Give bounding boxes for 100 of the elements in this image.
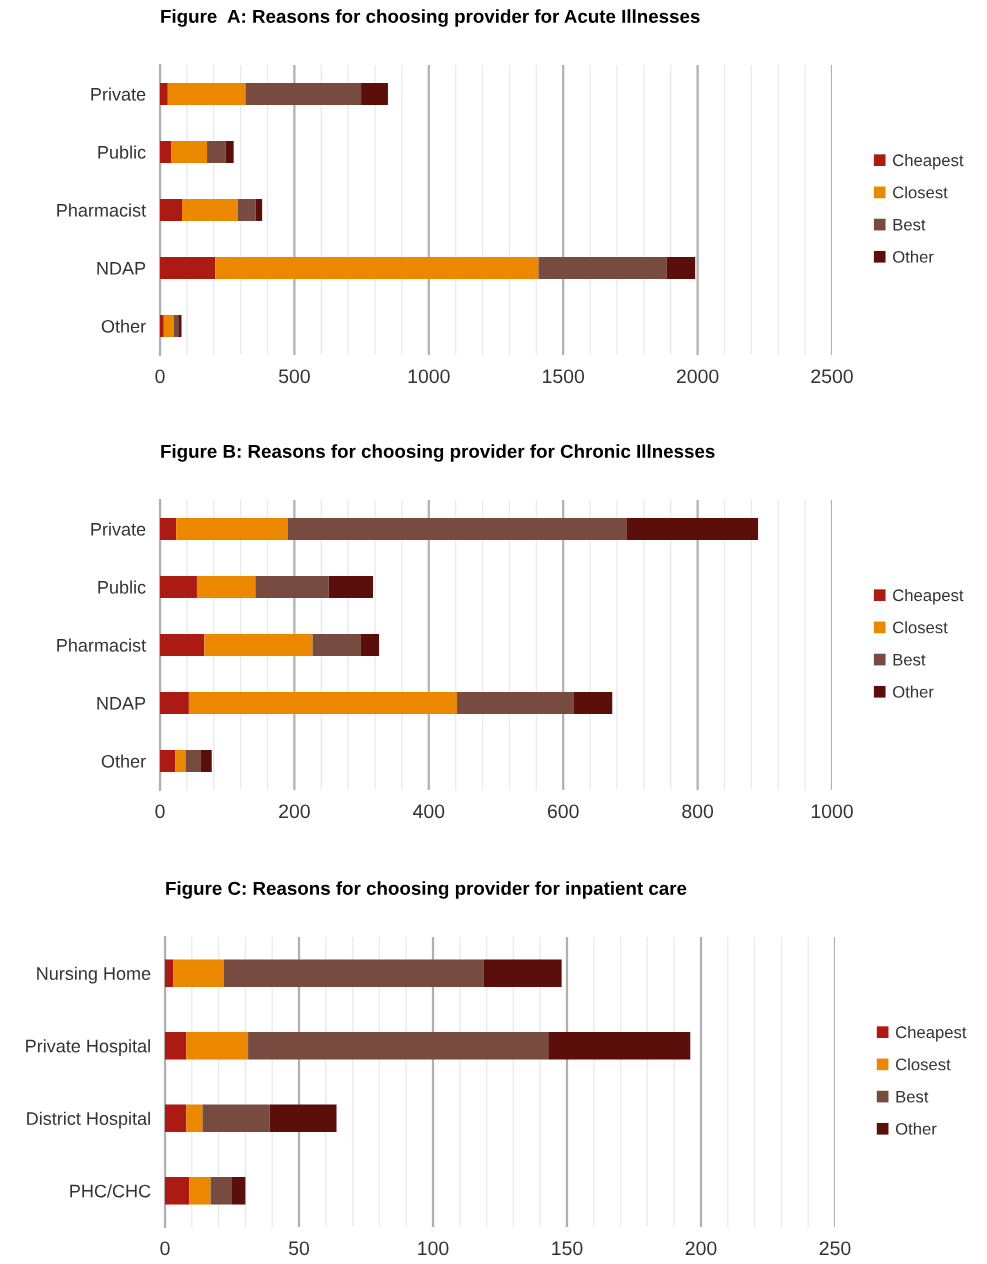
bar [255,575,329,599]
bar [360,633,380,657]
bar [483,959,562,988]
bar [237,198,256,222]
bar [626,517,759,541]
bar [666,256,696,280]
x-tick-label: 250 [819,1241,851,1256]
bar [255,198,263,222]
chart-title: Figure C: Reasons for choosing provider for inpatient care [166,881,687,899]
legend-label: Best [896,1090,929,1103]
x-tick-label: 800 [682,804,714,819]
y-tick-label: Public [98,580,146,594]
x-tick-label: 1000 [408,369,450,384]
bar [287,517,627,541]
bar [548,1031,691,1060]
y-tick-label: Nursing Home [37,966,151,984]
bar [167,82,246,106]
bar [328,575,374,599]
bar [160,314,164,338]
y-tick-label: Other [101,754,146,768]
x-tick-label: 600 [547,804,579,819]
x-tick-label: 50 [288,1241,310,1256]
legend-label: Best [893,218,926,231]
y-tick-label: NDAP [97,262,146,275]
x-tick-label: 0 [160,1241,170,1256]
legend-label: Other [893,685,934,698]
legend-label: Closest [893,621,948,634]
bar [232,1176,246,1205]
bar [185,749,201,773]
y-tick-label: Private [91,522,146,536]
bar [165,1104,187,1133]
y-tick-label: NDAP [97,697,146,710]
bar [573,691,613,715]
x-tick-label: 200 [279,804,310,819]
x-tick-label: 2500 [811,369,853,384]
bar [225,140,234,164]
bar [188,691,458,715]
bar [178,314,182,338]
legend-label: Cheapest [893,588,964,605]
bar [160,633,205,657]
bar [160,140,172,164]
bar [207,140,226,164]
bar [210,1176,232,1205]
x-tick-label: 400 [413,804,445,819]
bar [215,256,539,280]
legend-label: Other [895,1122,937,1135]
bar [160,575,197,599]
bar [160,82,168,106]
bar [171,140,208,164]
bar [163,314,174,338]
y-tick-label: District Hospital [27,1111,150,1129]
bar [245,82,362,106]
bar [186,1104,203,1133]
x-tick-label: 200 [685,1241,717,1256]
y-tick-label: Private [91,87,146,101]
bar [165,1031,187,1060]
bar [160,749,176,773]
bar [160,256,216,280]
bar [160,517,177,541]
legend-label: Cheapest [895,1025,967,1042]
y-tick-label: Other [101,319,146,333]
legend-label: Other [893,250,934,263]
y-tick-label: Public [98,145,146,159]
bar [269,1104,337,1133]
x-tick-label: 100 [418,1241,449,1256]
bar [361,82,388,106]
legend-label: Best [893,653,926,666]
bar [248,1031,549,1060]
bar [175,749,186,773]
y-tick-label: PHC/CHC [70,1184,151,1198]
bar [160,198,183,222]
bar [182,198,238,222]
y-tick-label: Pharmacist [57,638,146,652]
bar [457,691,574,715]
x-tick-label: 0 [155,804,165,819]
bar [204,633,313,657]
chart-title: Figure B: Reasons for choosing provider for Chronic Illnesses [161,444,715,462]
x-tick-label: 1500 [543,369,585,384]
bar [173,959,224,988]
legend-label: Closest [895,1058,951,1071]
bar [165,959,174,988]
legend-label: Cheapest [893,153,964,170]
bar [538,256,667,280]
x-tick-label: 500 [278,369,310,384]
bar [200,749,212,773]
bar [160,691,189,715]
bar [176,517,288,541]
chart-title: Figure A: Reasons for choosing provider for Acute Illnesses [161,9,700,27]
x-tick-label: 1000 [811,804,853,819]
bar [189,1176,211,1205]
legend-label: Closest [893,186,948,199]
bar [312,633,361,657]
x-tick-label: 0 [155,369,165,384]
bar [165,1176,190,1205]
y-tick-label: Pharmacist [57,203,146,217]
x-tick-label: 150 [552,1241,583,1256]
x-tick-label: 2000 [676,369,719,384]
bar [196,575,256,599]
bar [223,959,484,988]
bar [202,1104,270,1133]
